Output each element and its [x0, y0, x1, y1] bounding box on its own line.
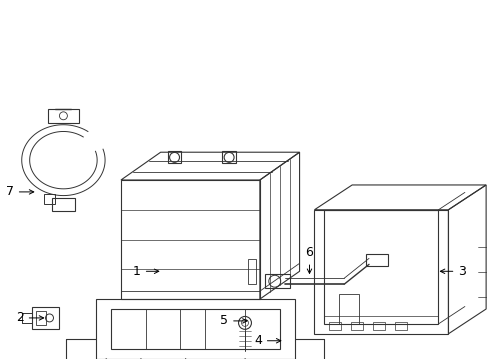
Text: 5: 5 [220, 314, 246, 327]
Text: 3: 3 [440, 265, 465, 278]
Text: 4: 4 [253, 334, 280, 347]
Text: 1: 1 [133, 265, 159, 278]
Text: 7: 7 [6, 185, 34, 198]
Text: 6: 6 [305, 246, 313, 273]
Text: 2: 2 [16, 311, 43, 324]
